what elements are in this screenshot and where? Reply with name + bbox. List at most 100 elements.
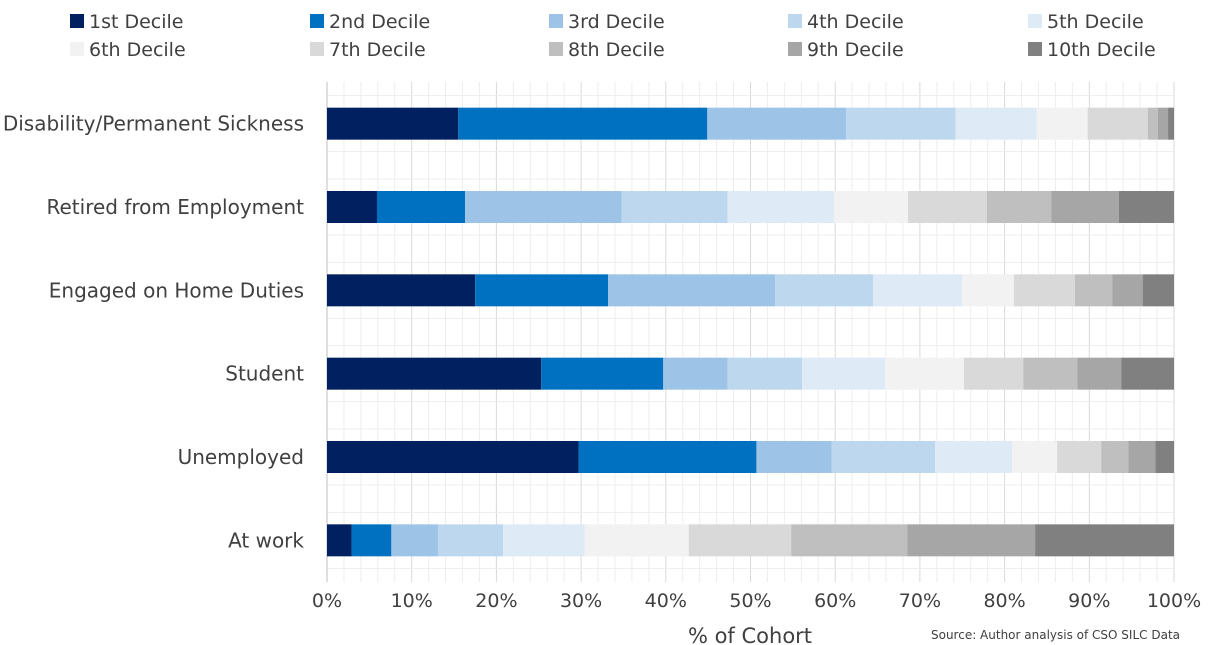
legend-swatch xyxy=(788,14,802,28)
legend-swatch xyxy=(788,42,802,56)
bar-retired-from-employment-1st-decile xyxy=(327,191,377,223)
bar-retired-from-employment-7th-decile xyxy=(908,191,987,223)
legend-label: 4th Decile xyxy=(807,11,904,33)
legend-item-10th-decile: 10th Decile xyxy=(1028,39,1156,61)
bar-disability-permanent-sickness-9th-decile xyxy=(1157,107,1169,140)
legend-swatch xyxy=(70,42,84,56)
bar-retired-from-employment-3rd-decile xyxy=(465,191,622,223)
legend-label: 9th Decile xyxy=(807,39,904,61)
legend-item-4th-decile: 4th Decile xyxy=(788,11,904,33)
bar-disability-permanent-sickness-4th-decile xyxy=(846,107,956,140)
legend-item-7th-decile: 7th Decile xyxy=(310,39,426,61)
bar-student-2nd-decile xyxy=(541,357,664,390)
category-label-engaged-on-home-duties: Engaged on Home Duties xyxy=(49,278,304,302)
bar-engaged-on-home-duties-8th-decile xyxy=(1074,274,1113,307)
bar-student-7th-decile xyxy=(963,357,1024,390)
bar-unemployed-7th-decile xyxy=(1057,441,1102,473)
category-labels: Disability/Permanent Sickness Retired fro… xyxy=(3,112,305,553)
legend-swatch xyxy=(310,14,324,28)
x-tick-label: 20% xyxy=(475,590,517,612)
legend-item-3rd-decile: 3rd Decile xyxy=(549,11,665,33)
bar-disability-permanent-sickness-5th-decile xyxy=(955,107,1037,140)
x-tick-label: 60% xyxy=(814,590,856,612)
bar-at-work-5th-decile xyxy=(503,524,585,557)
bar-at-work-8th-decile xyxy=(791,524,908,557)
bar-engaged-on-home-duties-4th-decile xyxy=(775,274,874,307)
legend-swatch xyxy=(1028,14,1042,28)
bar-unemployed-9th-decile xyxy=(1128,441,1156,473)
bars xyxy=(327,107,1174,557)
bar-student-5th-decile xyxy=(802,357,886,390)
gridlines xyxy=(326,82,1175,582)
bar-engaged-on-home-duties-1st-decile xyxy=(327,274,476,307)
bar-unemployed-5th-decile xyxy=(935,441,1013,473)
legend-swatch xyxy=(310,42,324,56)
bar-at-work-3rd-decile xyxy=(391,524,438,557)
legend-label: 2nd Decile xyxy=(329,11,430,33)
source-note: Source: Author analysis of CSO SILC Data xyxy=(931,628,1180,642)
bar-at-work-7th-decile xyxy=(688,524,792,557)
legend: 1st Decile 2nd Decile 3rd Decile 4th Decile… xyxy=(70,11,1156,61)
legend-item-1st-decile: 1st Decile xyxy=(70,11,184,33)
bar-retired-from-employment-6th-decile xyxy=(834,191,909,223)
bar-engaged-on-home-duties-6th-decile xyxy=(962,274,1014,307)
bar-disability-permanent-sickness-8th-decile xyxy=(1147,107,1158,140)
bar-disability-permanent-sickness-10th-decile xyxy=(1168,107,1174,140)
x-tick-label: 0% xyxy=(312,590,342,612)
legend-label: 10th Decile xyxy=(1047,39,1156,61)
legend-item-2nd-decile: 2nd Decile xyxy=(310,11,430,33)
bar-disability-permanent-sickness-7th-decile xyxy=(1087,107,1148,140)
legend-label: 3rd Decile xyxy=(568,11,665,33)
bar-unemployed-6th-decile xyxy=(1012,441,1058,473)
legend-swatch xyxy=(1028,42,1042,56)
bar-retired-from-employment-8th-decile xyxy=(986,191,1052,223)
category-label-retired-from-employment: Retired from Employment xyxy=(47,195,305,219)
bar-engaged-on-home-duties-3rd-decile xyxy=(608,274,776,307)
legend-item-8th-decile: 8th Decile xyxy=(549,39,665,61)
bar-engaged-on-home-duties-2nd-decile xyxy=(475,274,609,307)
bar-disability-permanent-sickness-6th-decile xyxy=(1036,107,1088,140)
bar-unemployed-3rd-decile xyxy=(756,441,832,473)
bar-student-3rd-decile xyxy=(663,357,728,390)
legend-label: 6th Decile xyxy=(89,39,186,61)
legend-item-9th-decile: 9th Decile xyxy=(788,39,904,61)
bar-at-work-1st-decile xyxy=(327,524,352,557)
bar-unemployed-2nd-decile xyxy=(578,441,757,473)
bar-engaged-on-home-duties-7th-decile xyxy=(1013,274,1075,307)
bar-student-8th-decile xyxy=(1023,357,1078,390)
bar-retired-from-employment-10th-decile xyxy=(1118,191,1174,223)
bar-at-work-6th-decile xyxy=(584,524,689,557)
legend-label: 8th Decile xyxy=(568,39,665,61)
bar-retired-from-employment-2nd-decile xyxy=(376,191,466,223)
bar-student-6th-decile xyxy=(885,357,964,390)
bar-at-work-4th-decile xyxy=(437,524,504,557)
legend-label: 5th Decile xyxy=(1047,11,1144,33)
bar-student-1st-decile xyxy=(327,357,542,390)
category-label-at-work: At work xyxy=(228,528,304,552)
category-label-disability-permanent-sickness: Disability/Permanent Sickness xyxy=(3,112,304,136)
bar-retired-from-employment-9th-decile xyxy=(1051,191,1119,223)
legend-label: 1st Decile xyxy=(89,11,184,33)
x-axis-ticks: 0% 10% 20% 30% 40% 50% 60% 70% 80% 90% 100% xyxy=(312,590,1201,612)
bar-disability-permanent-sickness-1st-decile xyxy=(327,107,459,140)
bar-unemployed-10th-decile xyxy=(1155,441,1174,473)
bar-retired-from-employment-5th-decile xyxy=(727,191,835,223)
bar-unemployed-1st-decile xyxy=(327,441,579,473)
x-tick-label: 90% xyxy=(1068,590,1110,612)
legend-swatch xyxy=(549,14,563,28)
category-label-student: Student xyxy=(225,362,304,386)
x-tick-label: 50% xyxy=(729,590,771,612)
bar-at-work-2nd-decile xyxy=(351,524,392,557)
bar-engaged-on-home-duties-9th-decile xyxy=(1112,274,1143,307)
legend-swatch xyxy=(549,42,563,56)
category-label-unemployed: Unemployed xyxy=(178,445,304,469)
x-tick-label: 70% xyxy=(899,590,941,612)
legend-item-6th-decile: 6th Decile xyxy=(70,39,186,61)
bar-disability-permanent-sickness-2nd-decile xyxy=(458,107,708,140)
bar-student-10th-decile xyxy=(1121,357,1174,390)
legend-item-5th-decile: 5th Decile xyxy=(1028,11,1144,33)
x-tick-label: 100% xyxy=(1147,590,1201,612)
legend-swatch xyxy=(70,14,84,28)
x-tick-label: 40% xyxy=(645,590,687,612)
